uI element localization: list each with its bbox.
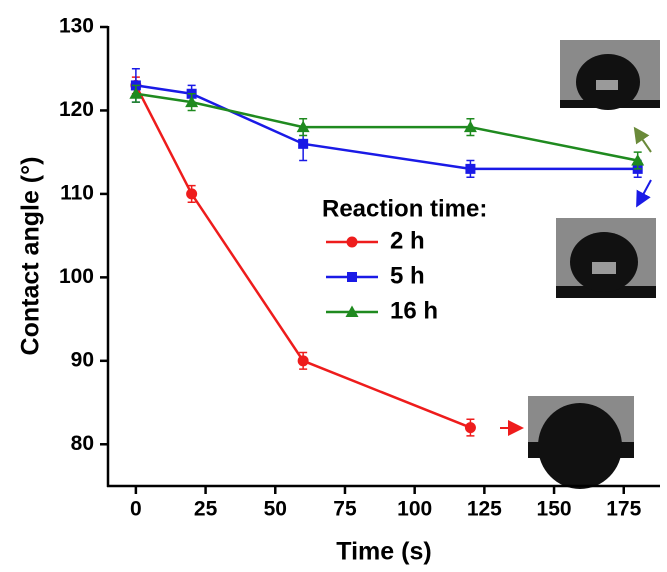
legend-marker xyxy=(347,272,357,282)
x-tick-label: 150 xyxy=(537,498,572,521)
droplet-inset xyxy=(528,396,634,489)
legend-title: Reaction time: xyxy=(322,195,487,222)
arrow xyxy=(636,179,652,208)
x-tick-label: 125 xyxy=(467,498,502,521)
droplet-inset xyxy=(556,218,656,298)
series-line xyxy=(134,84,471,429)
legend-marker xyxy=(346,236,358,248)
y-tick-label: 90 xyxy=(71,348,94,371)
marker xyxy=(298,138,309,149)
marker xyxy=(463,120,477,133)
marker xyxy=(185,95,199,108)
y-tick-label: 80 xyxy=(71,432,94,455)
x-tick-label: 100 xyxy=(397,498,432,521)
marker xyxy=(296,120,310,133)
y-tick-label: 110 xyxy=(60,181,94,204)
marker xyxy=(464,422,476,434)
y-tick-label: 120 xyxy=(59,98,94,121)
marker xyxy=(465,163,476,174)
marker xyxy=(297,355,309,367)
y-tick-label: 100 xyxy=(59,265,94,288)
legend-label: 5 h xyxy=(390,262,425,289)
droplet-inset xyxy=(560,40,660,110)
x-tick-label: 175 xyxy=(606,498,641,521)
x-tick-label: 0 xyxy=(130,498,142,521)
legend-label: 2 h xyxy=(390,227,425,254)
x-tick-label: 75 xyxy=(333,498,357,521)
x-axis-title: Time (s) xyxy=(336,538,431,566)
marker xyxy=(129,87,143,99)
arrow xyxy=(633,126,652,153)
y-axis-title: Contact angle (°) xyxy=(17,157,45,356)
y-tick-label: 130 xyxy=(59,15,94,38)
marker xyxy=(631,154,645,166)
legend-label: 16 h xyxy=(390,297,438,324)
x-tick-label: 25 xyxy=(194,498,218,521)
legend-marker xyxy=(345,305,359,317)
x-tick-label: 50 xyxy=(264,498,287,521)
marker xyxy=(186,188,198,200)
